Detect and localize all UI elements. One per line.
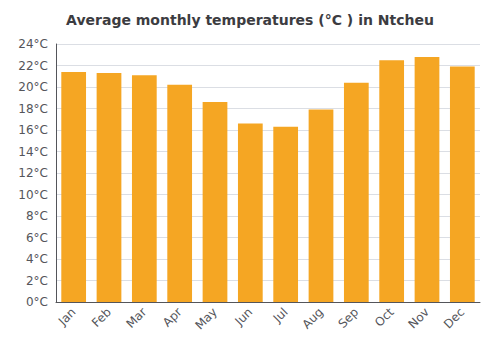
svg-text:6°C: 6°C (26, 231, 48, 245)
svg-text:8°C: 8°C (26, 209, 48, 223)
svg-text:May: May (193, 305, 220, 332)
svg-text:Mar: Mar (123, 305, 149, 331)
svg-text:10°C: 10°C (18, 188, 48, 202)
svg-text:Jul: Jul (270, 305, 291, 326)
svg-text:Aug: Aug (299, 305, 325, 331)
svg-text:14°C: 14°C (18, 145, 48, 159)
svg-text:Jan: Jan (55, 305, 79, 329)
svg-text:16°C: 16°C (18, 123, 48, 137)
svg-text:12°C: 12°C (18, 166, 48, 180)
svg-text:Nov: Nov (406, 305, 432, 331)
svg-text:Average monthly temperatures (: Average monthly temperatures (°C ) in Nt… (66, 12, 434, 28)
svg-text:22°C: 22°C (18, 59, 48, 73)
svg-text:24°C: 24°C (18, 37, 48, 51)
svg-text:2°C: 2°C (26, 274, 48, 288)
svg-text:4°C: 4°C (26, 252, 48, 266)
svg-text:Dec: Dec (441, 305, 467, 331)
svg-text:20°C: 20°C (18, 80, 48, 94)
svg-text:0°C: 0°C (26, 295, 48, 309)
svg-text:Jun: Jun (231, 305, 255, 329)
svg-text:Apr: Apr (160, 305, 185, 330)
svg-text:Feb: Feb (89, 305, 114, 330)
svg-text:Oct: Oct (372, 305, 397, 330)
svg-text:18°C: 18°C (18, 102, 48, 116)
svg-text:Sep: Sep (335, 305, 361, 331)
